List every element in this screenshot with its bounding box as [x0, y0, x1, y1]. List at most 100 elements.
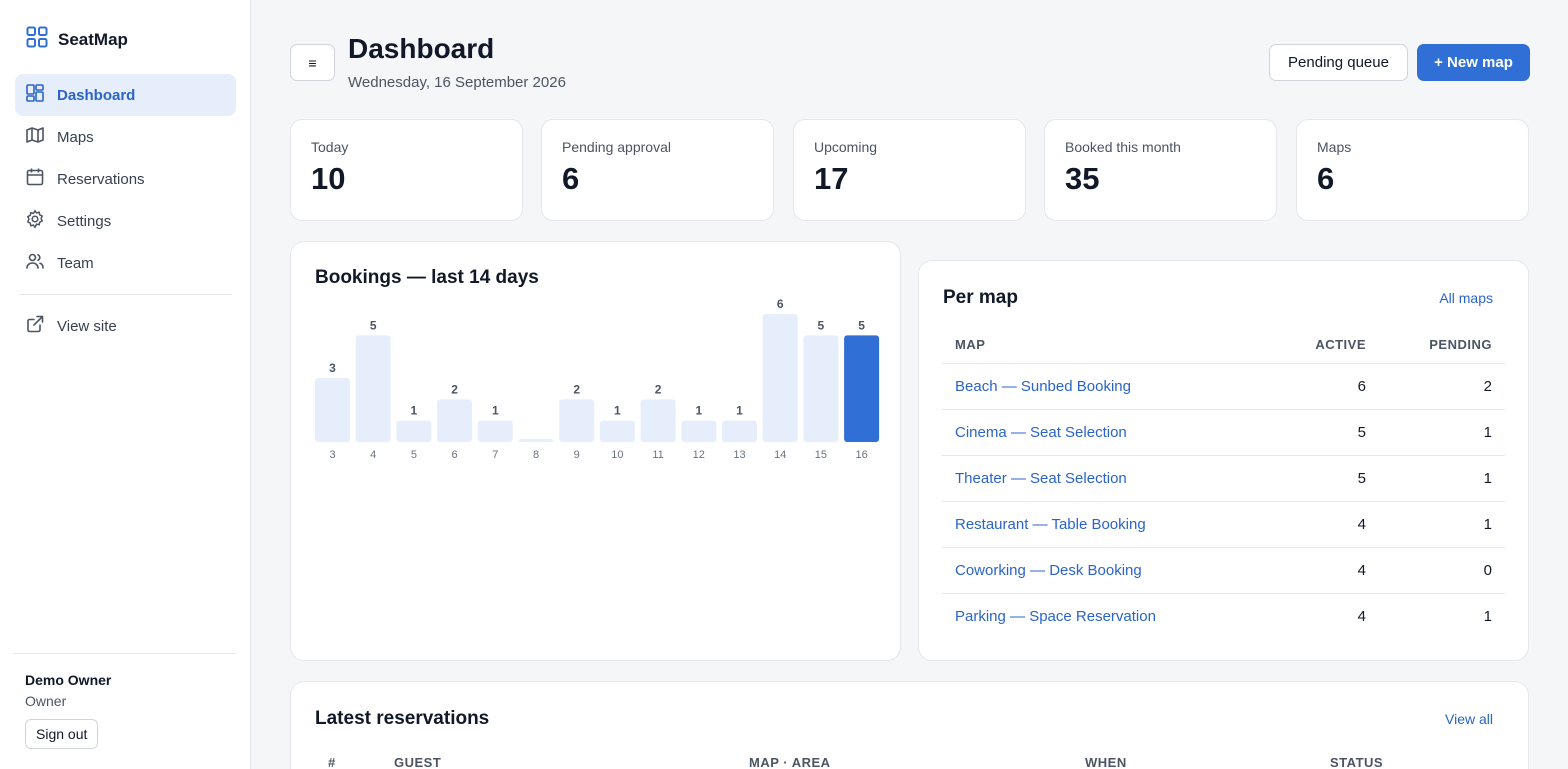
chart-value-label: 5: [858, 318, 865, 332]
page-date: Wednesday, 16 September 2026: [348, 74, 566, 91]
gear-icon: [25, 209, 45, 233]
page-title: Dashboard: [348, 33, 495, 64]
chart-bar-4: [355, 335, 391, 442]
chart-value-label: 1: [614, 404, 621, 418]
table-row: Parking — Space Reservation 4 1: [942, 594, 1505, 640]
chart-x-tick-label: 9: [574, 449, 580, 461]
chart-value-label: 1: [411, 404, 418, 418]
stat-label: Pending approval: [562, 139, 671, 155]
sidebar-item-maps[interactable]: Maps: [15, 116, 236, 158]
chart-bar-14: [762, 314, 798, 442]
map-link[interactable]: Parking — Space Reservation: [955, 608, 1156, 625]
chart-value-label: 1: [695, 404, 702, 418]
chart-title: Bookings — last 14 days: [315, 267, 539, 288]
pending-count: 1: [1483, 470, 1492, 487]
column-header-status: STATUS: [1330, 755, 1384, 769]
chart-x-tick-label: 8: [533, 449, 539, 461]
chart-bar-8: [518, 439, 554, 442]
pending-count: 1: [1483, 516, 1492, 533]
chart-x-tick-label: 5: [411, 449, 417, 461]
dashboard-icon: [25, 83, 45, 107]
stat-label: Maps: [1317, 139, 1352, 155]
column-header-map: MAP: [955, 337, 986, 352]
chart-value-label: 2: [573, 382, 580, 396]
column-header-pending: PENDING: [1429, 337, 1492, 352]
chart-x-tick-label: 16: [855, 449, 867, 461]
active-count: 5: [1357, 470, 1366, 487]
chart-bar-15: [803, 335, 839, 442]
active-count: 4: [1357, 516, 1366, 533]
chart-bar-10: [599, 420, 635, 442]
chart-bar-5: [396, 420, 432, 442]
new-map-button[interactable]: + New map: [1417, 44, 1530, 81]
sidebar-item-label: Maps: [57, 128, 94, 146]
chart-x-tick-label: 14: [774, 449, 786, 461]
sidebar-item-label: Team: [57, 254, 94, 272]
pending-count: 1: [1483, 424, 1492, 441]
sidebar-item-dashboard[interactable]: Dashboard: [15, 74, 236, 116]
chart-value-label: 1: [492, 404, 499, 418]
map-link[interactable]: Theater — Seat Selection: [955, 470, 1127, 487]
bookings-chart-card: Bookings — last 14 days 3 3 5 4 1 5 2 6 1 7 8 2 9 1 10…: [290, 241, 901, 661]
chart-value-label: 5: [818, 318, 825, 332]
chart-value-label: 5: [370, 318, 377, 332]
column-header-number: #: [328, 755, 336, 769]
pending-count: 2: [1483, 378, 1492, 395]
chart-x-tick-label: 4: [370, 449, 376, 461]
sidebar-item-team[interactable]: Team: [15, 242, 236, 284]
column-header-map-area: MAP · AREA: [749, 755, 831, 769]
view-all-link[interactable]: View all: [1445, 711, 1493, 727]
chart-x-tick-label: 15: [815, 449, 827, 461]
column-header-guest: GUEST: [394, 755, 442, 769]
stat-value: 35: [1065, 161, 1100, 196]
brand[interactable]: SeatMap: [26, 26, 128, 53]
calendar-icon: [25, 167, 45, 191]
stat-label: Booked this month: [1065, 139, 1181, 155]
external-link-icon: [25, 314, 45, 338]
all-maps-link[interactable]: All maps: [1439, 290, 1493, 306]
stat-label: Upcoming: [814, 139, 878, 155]
latest-reservations-card: Latest reservations View all # GUEST MAP…: [290, 681, 1529, 769]
chart-x-tick-label: 6: [452, 449, 458, 461]
menu-toggle-button[interactable]: ≡: [290, 44, 335, 81]
active-count: 4: [1357, 562, 1366, 579]
users-icon: [25, 251, 45, 275]
map-link[interactable]: Coworking — Desk Booking: [955, 562, 1142, 579]
chart-x-tick-label: 3: [329, 449, 335, 461]
table-row: Cinema — Seat Selection 5 1: [942, 410, 1505, 456]
chart-value-label: 1: [736, 404, 743, 418]
pending-queue-button[interactable]: Pending queue: [1269, 44, 1408, 81]
sidebar-item-label: Dashboard: [57, 86, 136, 104]
table-row: Beach — Sunbed Booking 6 2: [942, 364, 1505, 410]
view-site-link[interactable]: View site: [15, 305, 236, 347]
chart-x-tick-label: 10: [611, 449, 623, 461]
sign-out-button[interactable]: Sign out: [25, 719, 99, 749]
chart-value-label: 3: [329, 361, 336, 375]
column-header-active: ACTIVE: [1315, 337, 1366, 352]
chart-bar-11: [640, 399, 676, 442]
active-count: 4: [1357, 608, 1366, 625]
map-link[interactable]: Restaurant — Table Booking: [955, 516, 1146, 533]
chart-x-tick-label: 13: [733, 449, 745, 461]
stat-value: 6: [1317, 161, 1335, 196]
chart-value-label: 2: [655, 382, 662, 396]
chart-x-tick-label: 12: [693, 449, 705, 461]
sidebar-nav: Dashboard Maps Reservations Settings Tea…: [15, 74, 236, 347]
map-link[interactable]: Cinema — Seat Selection: [955, 424, 1127, 441]
chart-x-tick-label: 7: [492, 449, 498, 461]
latest-reservations-title: Latest reservations: [315, 708, 490, 729]
table-row: Coworking — Desk Booking 4 0: [942, 548, 1505, 594]
sidebar-item-reservations[interactable]: Reservations: [15, 158, 236, 200]
nav-divider: [19, 294, 232, 295]
sidebar-item-settings[interactable]: Settings: [15, 200, 236, 242]
table-row: Restaurant — Table Booking 4 1: [942, 502, 1505, 548]
table-row: Theater — Seat Selection 5 1: [942, 456, 1505, 502]
map-icon: [25, 125, 45, 149]
chart-bar-16: [844, 335, 880, 442]
chart-value-label: 6: [777, 297, 784, 311]
brand-name: SeatMap: [58, 29, 128, 49]
map-link[interactable]: Beach — Sunbed Booking: [955, 378, 1131, 395]
chart-bar-3: [315, 378, 350, 442]
chart-bar-7: [477, 420, 513, 442]
